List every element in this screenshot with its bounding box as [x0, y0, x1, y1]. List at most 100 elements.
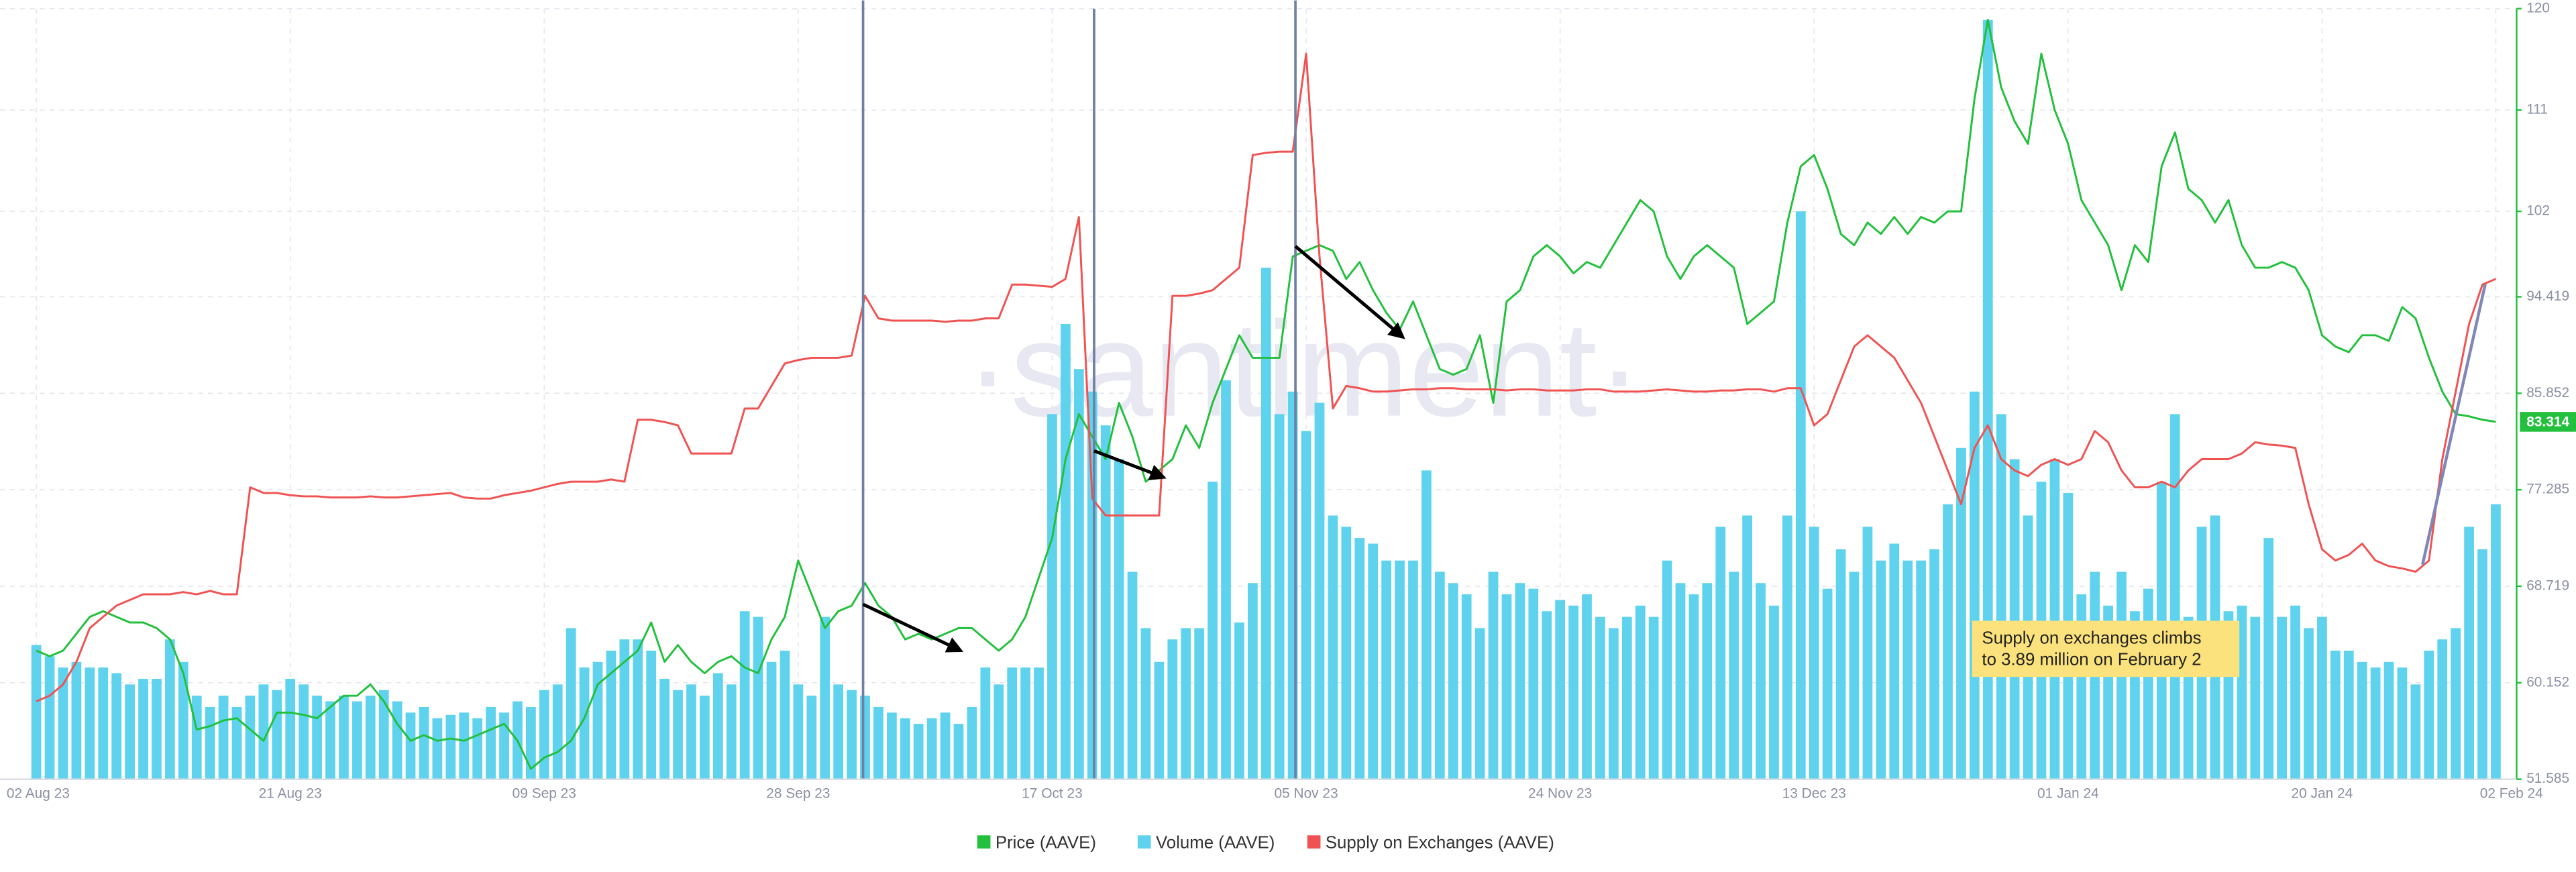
bar: [633, 639, 643, 779]
bar: [218, 696, 229, 779]
bar: [31, 645, 42, 779]
bar: [1822, 588, 1833, 779]
bar: [1448, 583, 1458, 779]
bar: [98, 667, 109, 779]
x-tick-label: 20 Jan 24: [2292, 785, 2353, 801]
legend-marker: [1307, 835, 1321, 849]
bar: [472, 718, 483, 779]
bar: [205, 706, 215, 779]
bar: [499, 712, 509, 779]
y-tick-label: 85.852: [2526, 385, 2569, 400]
annotation-box: [1972, 620, 2240, 677]
bar: [1341, 527, 1352, 779]
last-value-label: 83.314: [2526, 415, 2569, 430]
bar: [1247, 583, 1258, 779]
bar: [525, 706, 536, 779]
y-tick-label: 51.585: [2526, 771, 2569, 786]
x-tick-label: 01 Jan 24: [2037, 785, 2099, 801]
bar: [1849, 571, 1860, 779]
bar: [245, 696, 256, 779]
arrow: [1294, 245, 1405, 339]
bar: [312, 696, 322, 779]
bar: [285, 678, 296, 779]
bar: [1702, 583, 1713, 779]
bar: [486, 706, 496, 779]
bar: [125, 684, 135, 779]
bar: [1595, 616, 1605, 779]
bar: [806, 696, 817, 779]
bar: [619, 639, 630, 779]
bar: [299, 684, 309, 779]
bar: [1328, 515, 1338, 779]
bar: [419, 706, 429, 779]
bar: [1501, 594, 1512, 779]
axes: 51.585 60.152 68.719 77.285 85.852 94.419 102 1…: [7, 0, 2576, 801]
bar: [1007, 667, 1018, 779]
x-tick-label: 21 Aug 23: [259, 785, 322, 801]
bar: [1274, 414, 1285, 779]
volume-bars: [31, 19, 2501, 779]
lines: [36, 19, 2497, 770]
bar: [753, 616, 763, 779]
bar: [2424, 650, 2434, 779]
x-tick-label: 05 Nov 23: [1274, 785, 1338, 801]
bar: [1434, 571, 1445, 779]
x-tick-label: 24 Nov 23: [1528, 785, 1592, 801]
bar: [1194, 628, 1205, 779]
bar: [1154, 661, 1165, 779]
x-tick-label: 09 Sep 23: [513, 785, 576, 801]
bar: [71, 661, 82, 779]
bar: [552, 684, 563, 779]
bar: [1461, 594, 1472, 779]
bar: [272, 690, 282, 779]
bar: [459, 712, 470, 779]
bar: [432, 718, 443, 779]
bar: [579, 667, 590, 779]
bar: [2451, 628, 2461, 779]
bar: [766, 661, 777, 779]
bar: [1260, 268, 1271, 779]
bar: [646, 650, 657, 779]
bar: [325, 701, 335, 779]
bar: [2410, 684, 2421, 779]
bar: [2250, 616, 2261, 779]
bar: [2437, 639, 2448, 779]
bar: [1835, 549, 1846, 779]
bar: [2357, 661, 2367, 779]
bar: [1488, 571, 1499, 779]
bar: [1582, 594, 1592, 779]
bar: [606, 650, 616, 779]
y-tick-label: 68.719: [2526, 578, 2569, 593]
bar: [1688, 594, 1699, 779]
legend: Price (AAVE) Volume (AAVE) Supply on Excha…: [977, 833, 1554, 852]
bar: [1408, 560, 1418, 779]
bar: [1742, 515, 1752, 779]
bar: [85, 667, 95, 779]
bar: [1354, 538, 1365, 779]
bar: [1114, 459, 1124, 779]
bar: [1809, 527, 1819, 779]
bar: [392, 701, 402, 779]
bar: [1969, 391, 1980, 779]
bar: [940, 712, 951, 779]
bar: [1555, 600, 1566, 779]
bar: [1862, 527, 1873, 779]
bar: [980, 667, 991, 779]
bar: [191, 696, 202, 779]
bar: [1756, 583, 1766, 779]
bar: [1982, 19, 1993, 779]
bar: [1542, 611, 1552, 779]
legend-marker: [1137, 835, 1151, 849]
bar: [1395, 560, 1405, 779]
event-markers: [861, 0, 2487, 779]
last-value-box: [2520, 412, 2576, 432]
bar: [231, 706, 242, 779]
bar: [1034, 667, 1044, 779]
bar: [1127, 571, 1138, 779]
bar: [1368, 543, 1379, 779]
x-tick-label: 02 Feb 24: [2480, 785, 2543, 801]
line: [36, 19, 2496, 770]
bar: [1715, 527, 1726, 779]
bar: [1621, 616, 1632, 779]
bar: [994, 684, 1004, 779]
